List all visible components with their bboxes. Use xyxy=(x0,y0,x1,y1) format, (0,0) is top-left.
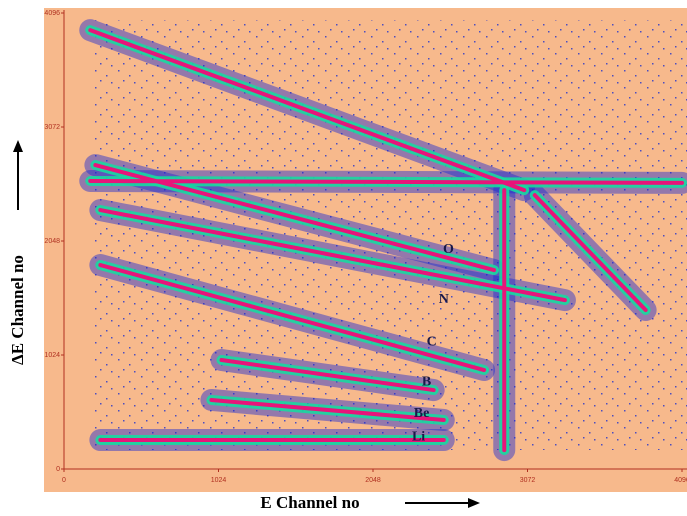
x-tick-label: 4096 xyxy=(674,477,687,484)
y-tick-label: 2048 xyxy=(44,238,60,245)
band-core xyxy=(93,163,497,273)
x-arrow xyxy=(405,498,480,508)
band-core xyxy=(532,193,648,313)
band-core xyxy=(98,263,487,373)
noise xyxy=(90,20,687,450)
band-core xyxy=(88,178,684,185)
band-label: C xyxy=(427,334,437,349)
x-tick-label: 1024 xyxy=(211,477,227,484)
y-tick-label: 3072 xyxy=(44,124,60,131)
band-core xyxy=(219,358,436,393)
x-tick-label: 0 xyxy=(62,477,66,484)
band-core xyxy=(98,208,567,303)
bands xyxy=(79,19,687,462)
x-tick-label: 3072 xyxy=(520,477,536,484)
y-arrow xyxy=(13,140,23,210)
x-tick-label: 2048 xyxy=(365,477,381,484)
y-tick-label: 1024 xyxy=(44,352,60,359)
band-label: O xyxy=(443,242,454,257)
band-core xyxy=(209,397,446,423)
band-label: Be xyxy=(414,406,430,421)
band-core xyxy=(88,28,527,193)
x-axis-title: E Channel no xyxy=(260,493,359,512)
band-label: B xyxy=(422,374,431,389)
band-label: Li xyxy=(412,429,425,444)
y-axis-title: ΔE Channel no xyxy=(8,255,27,365)
axes: 0 1024 2048 3072 4096 0 1024 2048 3072 4096 xyxy=(44,10,687,484)
y-tick-label: 4096 xyxy=(44,10,60,17)
band-label: N xyxy=(439,292,449,307)
y-tick-label: 0 xyxy=(56,466,60,473)
